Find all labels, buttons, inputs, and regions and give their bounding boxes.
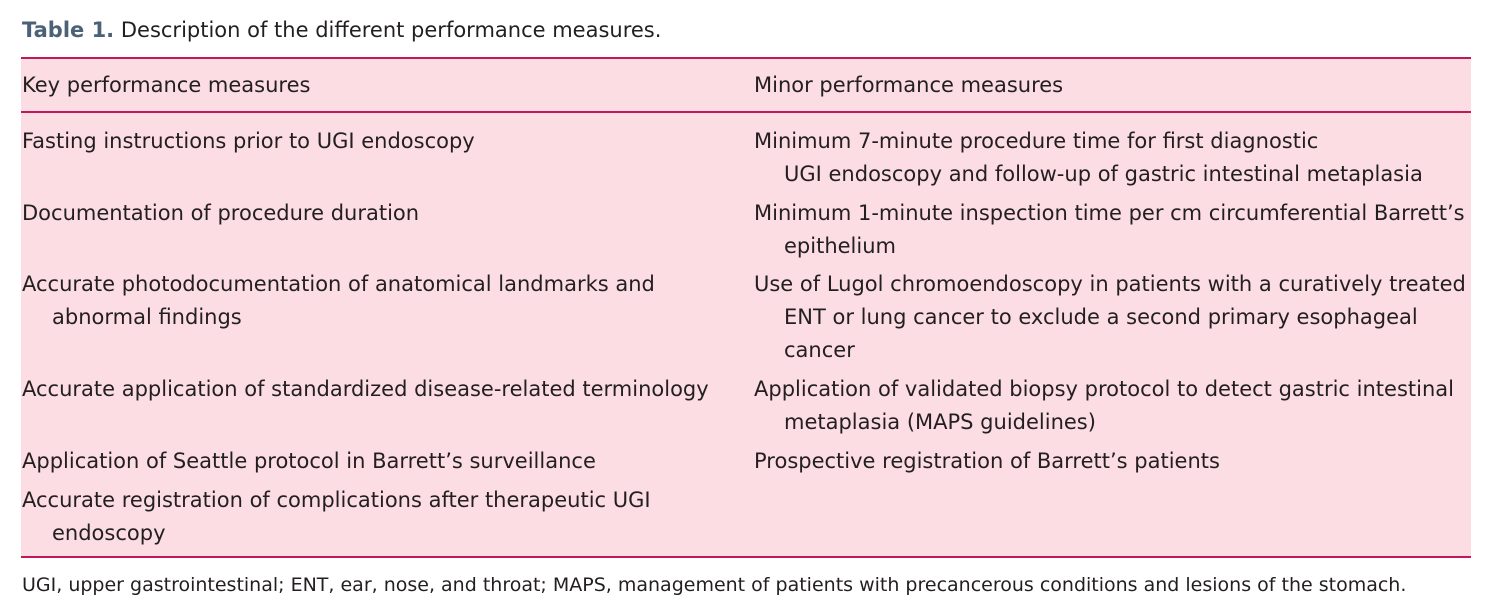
minor-measure-3-line-3: cancer (784, 338, 855, 362)
minor-measure-1-line-1: Minimum 7-minute procedure time for firs… (754, 129, 1319, 153)
table-caption: Table 1. Description of the different pe… (22, 16, 661, 44)
minor-measure-2: Minimum 1-minute inspection time per cm … (754, 197, 1465, 263)
key-measure-3: Accurate photodocumentation of anatomica… (22, 268, 655, 334)
minor-measure-1: Minimum 7-minute procedure time for firs… (754, 125, 1423, 191)
header-minor-measures: Minor performance measures (754, 73, 1064, 97)
table-footnote: UGI, upper gastrointestinal; ENT, ear, n… (22, 574, 1407, 596)
minor-measure-5-line-1: Prospective registration of Barrett’s pa… (754, 449, 1220, 473)
table-header-row: Key performance measures Minor performan… (21, 59, 1471, 113)
minor-measure-5: Prospective registration of Barrett’s pa… (754, 445, 1220, 478)
header-key-measures: Key performance measures (22, 73, 311, 97)
key-measure-2: Documentation of procedure duration (22, 197, 419, 230)
key-measure-4: Accurate application of standardized dis… (22, 373, 709, 406)
minor-measure-4-line-2: metaplasia (MAPS guidelines) (784, 410, 1096, 434)
minor-measure-3: Use of Lugol chromoendoscopy in patients… (754, 268, 1466, 367)
key-measure-1-line-1: Fasting instructions prior to UGI endosc… (22, 129, 475, 153)
key-measure-6-line-2: endoscopy (52, 521, 166, 545)
key-measure-5: Application of Seattle protocol in Barre… (22, 445, 596, 478)
key-measure-3-line-1: Accurate photodocumentation of anatomica… (22, 272, 655, 296)
minor-measure-2-line-2: epithelium (784, 234, 896, 258)
key-measure-6-line-1: Accurate registration of complications a… (22, 488, 651, 512)
key-measure-4-line-1: Accurate application of standardized dis… (22, 377, 709, 401)
key-measure-2-line-1: Documentation of procedure duration (22, 201, 420, 225)
minor-measure-3-line-2: ENT or lung cancer to exclude a second p… (784, 305, 1418, 329)
table-caption-text: Description of the different performance… (120, 18, 662, 42)
minor-measure-4-line-1: Application of validated biopsy protocol… (754, 377, 1454, 401)
key-measure-5-line-1: Application of Seattle protocol in Barre… (22, 449, 596, 473)
key-measure-3-line-2: abnormal findings (52, 305, 242, 329)
key-measure-6: Accurate registration of complications a… (22, 484, 651, 550)
performance-measures-table: Key performance measures Minor performan… (21, 57, 1471, 558)
minor-measure-3-line-1: Use of Lugol chromoendoscopy in patients… (754, 272, 1466, 296)
key-measure-1: Fasting instructions prior to UGI endosc… (22, 125, 475, 158)
table-caption-label: Table 1. (22, 18, 115, 42)
minor-measure-1-line-2: UGI endoscopy and follow-up of gastric i… (784, 162, 1423, 186)
minor-measure-2-line-1: Minimum 1-minute inspection time per cm … (754, 201, 1465, 225)
minor-measure-4: Application of validated biopsy protocol… (754, 373, 1454, 439)
